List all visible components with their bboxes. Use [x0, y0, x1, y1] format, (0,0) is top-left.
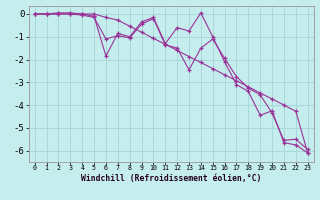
X-axis label: Windchill (Refroidissement éolien,°C): Windchill (Refroidissement éolien,°C)	[81, 174, 261, 183]
